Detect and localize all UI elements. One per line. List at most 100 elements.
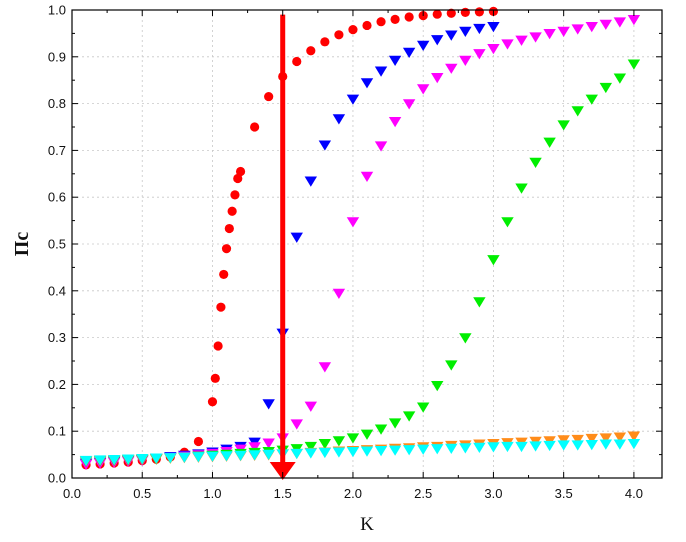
data-point (374, 141, 388, 152)
data-point (543, 29, 556, 40)
data-point (304, 176, 318, 187)
data-point (557, 26, 570, 37)
data-point (388, 418, 402, 429)
data-point (332, 114, 346, 125)
x-tick-label: 3.5 (555, 486, 573, 501)
data-point (402, 99, 416, 110)
data-point (571, 440, 584, 451)
data-point (216, 302, 226, 312)
y-tick-label: 0.4 (48, 283, 66, 298)
data-point (220, 451, 233, 462)
y-tick-label: 0.8 (48, 96, 66, 111)
data-point (515, 441, 528, 453)
data-point (230, 190, 240, 200)
data-point (262, 449, 275, 461)
data-point (627, 15, 641, 26)
data-point (446, 8, 456, 18)
data-point (459, 26, 472, 37)
data-point (416, 444, 430, 455)
data-point (390, 14, 400, 24)
data-point (599, 439, 613, 450)
data-point (250, 122, 260, 132)
data-point (402, 411, 416, 422)
data-point (150, 453, 163, 464)
y-tick-label: 1.0 (48, 3, 66, 18)
x-tick-label: 4.0 (625, 486, 643, 501)
data-point (360, 429, 374, 440)
data-point (501, 39, 514, 50)
data-point (487, 255, 500, 266)
data-point (264, 91, 274, 102)
data-point (473, 23, 486, 35)
arrow-head (269, 462, 296, 480)
data-point (210, 373, 220, 383)
data-point (529, 441, 542, 452)
data-point (402, 445, 416, 456)
data-point (557, 435, 570, 446)
data-point (515, 183, 528, 194)
data-point (487, 44, 500, 55)
data-point (235, 166, 246, 177)
data-point (304, 448, 318, 459)
data-point (431, 35, 444, 46)
y-tick-label: 0.3 (48, 330, 66, 345)
data-point (613, 432, 627, 443)
data-point (221, 244, 232, 254)
data-point (318, 362, 332, 373)
data-point (445, 30, 458, 41)
data-point (346, 217, 360, 228)
data-point (318, 140, 332, 151)
data-point (362, 20, 372, 31)
data-point (262, 399, 275, 410)
data-point (404, 12, 414, 22)
data-point (487, 442, 500, 453)
data-point (431, 444, 444, 455)
data-point (501, 217, 514, 228)
data-point (248, 450, 261, 461)
data-point (515, 35, 528, 46)
data-point (360, 78, 374, 89)
data-point (290, 232, 303, 243)
data-point (334, 30, 344, 40)
data-point (304, 401, 318, 412)
data-point (585, 22, 598, 33)
data-point (227, 206, 237, 216)
data-point (224, 223, 234, 234)
data-point (459, 55, 472, 66)
data-point (431, 73, 444, 84)
data-point (627, 59, 641, 70)
data-point (93, 455, 107, 466)
data-point (346, 446, 360, 458)
data-point (388, 55, 402, 66)
y-tick-label: 0.7 (48, 143, 66, 158)
data-point (613, 17, 627, 28)
data-point (529, 157, 542, 168)
series-1 (79, 22, 500, 469)
data-point (262, 438, 275, 449)
data-point (599, 19, 613, 30)
data-point (445, 360, 458, 371)
data-point (374, 66, 388, 77)
series-layer (79, 6, 641, 470)
data-point (207, 397, 218, 407)
data-point (402, 47, 416, 59)
data-point (234, 450, 247, 461)
data-point (320, 37, 330, 47)
data-point (416, 402, 430, 413)
data-point (318, 447, 332, 459)
x-tick-label: 2.0 (344, 486, 362, 501)
y-tick-label: 0.1 (48, 424, 66, 439)
data-point (599, 82, 613, 94)
data-point (599, 433, 613, 444)
data-point (290, 448, 303, 460)
x-tick-label: 1.0 (203, 486, 221, 501)
data-point (543, 440, 556, 452)
data-point (431, 380, 444, 392)
data-point (627, 439, 641, 450)
y-tick-label: 0.5 (48, 237, 66, 252)
y-tick-label: 0.2 (48, 377, 66, 392)
data-point (445, 63, 458, 74)
y-tick-label: 0.0 (48, 471, 66, 486)
axis-labels: 0.0 0.5 1.0 1.5 2.0 2.5 3.0 3.5 4.0 0.0 0.1 0.2 0.3 0… (11, 3, 643, 536)
